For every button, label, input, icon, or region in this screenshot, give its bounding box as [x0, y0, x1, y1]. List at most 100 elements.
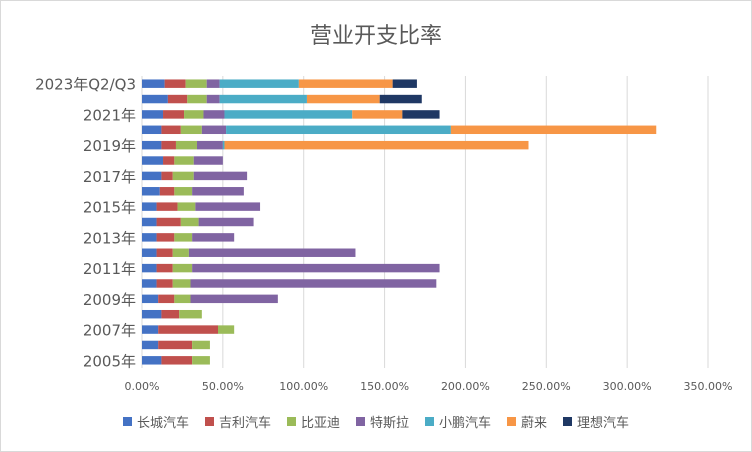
bar-segment — [180, 125, 202, 135]
y-tick-label: 2019年 — [83, 137, 136, 155]
bar-segment — [187, 94, 207, 104]
y-tick-label: 2009年 — [83, 291, 136, 309]
x-tick-label: 300.00% — [603, 380, 652, 393]
legend-swatch — [122, 417, 132, 426]
bar-segment — [219, 94, 307, 104]
x-tick-label: 100.00% — [279, 380, 328, 393]
bar-segment — [142, 340, 159, 350]
bar-segment — [163, 110, 185, 119]
bar-segment — [192, 356, 210, 365]
bar-segment — [156, 248, 173, 257]
bar-segment — [450, 125, 657, 135]
y-tick-label: 2015年 — [83, 199, 136, 217]
bar-segment — [142, 325, 159, 334]
bar-segment — [226, 125, 451, 135]
bar-segment — [142, 202, 157, 211]
legend-item: 蔚来 — [507, 412, 547, 431]
bar-segment — [142, 309, 162, 319]
bar-segment — [142, 217, 157, 227]
legend-swatch — [563, 417, 573, 426]
bar-segment — [174, 187, 193, 196]
legend-label: 理想汽车 — [577, 416, 630, 431]
bar-segment — [161, 125, 181, 135]
bar-segment — [167, 94, 188, 104]
bar-segment — [158, 325, 219, 334]
y-tick-label: 2005年 — [83, 352, 136, 370]
bar-segment — [352, 110, 403, 119]
bar-segment — [142, 110, 164, 119]
bar-segment — [192, 187, 244, 196]
legend-swatch — [425, 417, 434, 426]
bar-segment — [142, 187, 160, 196]
chart-title: 营业开支比率 — [309, 24, 442, 49]
bar-segment — [142, 279, 157, 288]
x-tick-label: 250.00% — [522, 380, 571, 393]
bar-segment — [158, 294, 175, 304]
bar-segment — [224, 140, 529, 150]
legend-label: 比亚迪 — [300, 416, 340, 431]
bar-segment — [142, 140, 162, 150]
bar-segment — [201, 125, 227, 135]
bar-segment — [142, 171, 162, 181]
bar-segment — [172, 171, 194, 181]
bar-segment — [159, 187, 175, 196]
legend-swatch — [355, 417, 365, 426]
bar-segment — [163, 156, 175, 165]
legend-label: 特斯拉 — [369, 416, 409, 431]
bar-segment — [174, 233, 193, 242]
bar-segment — [175, 140, 197, 150]
bar-segment — [142, 248, 157, 257]
bar-segment — [156, 279, 173, 288]
bar-segment — [188, 248, 356, 257]
bar-segment — [193, 171, 248, 181]
chart-legend: 长城汽车 吉利汽车 比亚迪 特斯拉 小鹏汽车 蔚来 理想汽车 — [0, 412, 752, 431]
bar-segment — [196, 140, 223, 150]
bar-segment — [161, 356, 193, 365]
x-tick-label: 200.00% — [441, 380, 490, 393]
bar-segment — [192, 340, 210, 350]
bar-segment — [192, 263, 440, 273]
legend-label: 吉利汽车 — [218, 416, 271, 431]
bar-segment — [193, 156, 223, 165]
bar-segment — [206, 79, 220, 88]
bar-segment — [190, 279, 437, 288]
legend-item: 吉利汽车 — [204, 412, 271, 431]
bar-segment — [179, 309, 202, 319]
legend-item: 理想汽车 — [563, 412, 629, 431]
legend-swatch — [507, 417, 517, 426]
y-tick-label: 2021年 — [83, 106, 136, 124]
bar-segment — [142, 125, 162, 135]
bar-segment — [222, 140, 225, 150]
legend-swatch — [286, 417, 296, 426]
bar-segment — [402, 110, 440, 119]
bar-segment — [142, 94, 168, 104]
bar-segment — [218, 325, 235, 334]
legend-item: 小鹏汽车 — [425, 412, 491, 431]
bar-segment — [198, 217, 254, 227]
bar-segment — [156, 263, 173, 273]
bar-segment — [224, 110, 353, 119]
bar-segment — [184, 110, 204, 119]
bar-segment — [219, 79, 299, 88]
x-tick-label: 350.00% — [684, 380, 733, 393]
bar-segment — [177, 202, 196, 211]
y-tick-label: 2023年Q2/Q3 — [35, 76, 136, 94]
bar-segment — [195, 202, 261, 211]
bar-segment — [190, 294, 278, 304]
bar-segment — [156, 233, 175, 242]
bar-segment — [185, 79, 207, 88]
bar-segment — [164, 79, 186, 88]
legend-item: 长城汽车 — [122, 412, 189, 431]
bar-segment — [161, 171, 173, 181]
legend-label: 小鹏汽车 — [439, 416, 492, 431]
bar-segment — [174, 156, 194, 165]
bar-segment — [174, 294, 191, 304]
bar-segment — [172, 248, 189, 257]
bar-segment — [192, 233, 235, 242]
legend-swatch — [204, 417, 214, 426]
bar-segment — [161, 309, 180, 319]
x-tick-label: 0.00% — [125, 380, 160, 393]
bar-segment — [298, 79, 393, 88]
bar-segment — [206, 94, 220, 104]
